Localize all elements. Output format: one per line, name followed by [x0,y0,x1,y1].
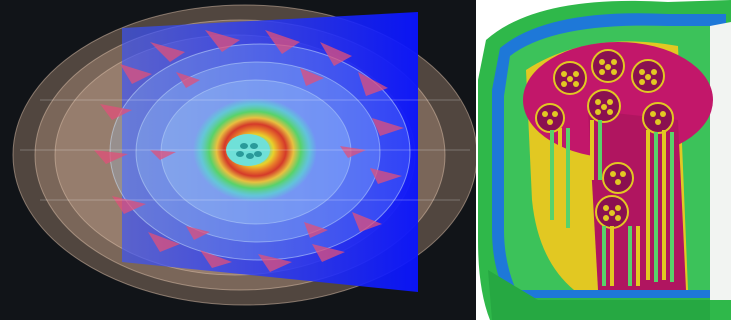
fuel-rods [550,120,674,286]
axial-lines [20,99,470,201]
vessel-cutaway-panel [478,0,731,320]
fuel-assemblies [535,49,674,229]
vessel-cutaway-image [478,0,731,320]
flux-visualization-panel [0,0,476,320]
control-blades [94,30,404,272]
bottom-plate [488,270,710,320]
core-center [226,134,270,166]
flux-visualization-image [12,4,476,306]
cut-face [710,22,731,300]
